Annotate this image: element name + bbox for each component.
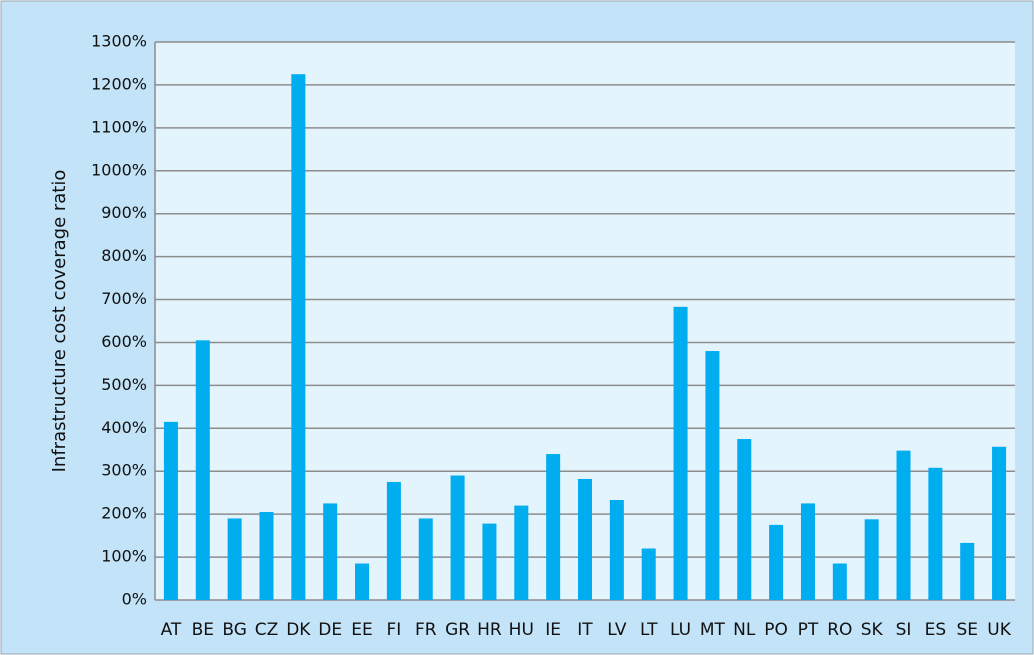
bar bbox=[992, 446, 1007, 600]
x-tick-label: UK bbox=[987, 620, 1011, 640]
x-tick-label: CZ bbox=[255, 620, 279, 640]
bar bbox=[609, 499, 624, 600]
y-tick-label: 400% bbox=[101, 418, 147, 437]
x-tick-label: DE bbox=[318, 620, 342, 640]
x-tick-label: RO bbox=[827, 620, 852, 640]
bar bbox=[450, 475, 465, 600]
bar bbox=[928, 467, 943, 600]
bar bbox=[291, 74, 306, 600]
y-tick-label: 1300% bbox=[91, 32, 147, 51]
bar bbox=[227, 518, 242, 600]
x-tick-label: EE bbox=[351, 620, 372, 640]
bar bbox=[355, 563, 370, 600]
bar bbox=[514, 505, 529, 600]
bar bbox=[577, 478, 593, 600]
bar bbox=[800, 503, 815, 600]
bar bbox=[323, 503, 338, 600]
x-tick-label: SK bbox=[861, 620, 884, 640]
y-tick-label: 0% bbox=[122, 590, 147, 609]
x-tick-label: IT bbox=[577, 620, 593, 640]
bar bbox=[195, 340, 210, 600]
x-tick-label: BG bbox=[222, 620, 247, 640]
bar bbox=[864, 519, 879, 600]
x-tick-label: PO bbox=[764, 620, 788, 640]
y-tick-label: 300% bbox=[101, 461, 147, 480]
x-tick-label: SI bbox=[896, 620, 912, 640]
x-tick-label: FR bbox=[415, 620, 437, 640]
x-tick-label: NL bbox=[733, 620, 756, 640]
bar bbox=[418, 518, 433, 600]
x-tick-label: AT bbox=[161, 620, 182, 640]
bar bbox=[769, 524, 784, 600]
x-tick-label: MT bbox=[700, 620, 726, 640]
x-tick-label: HU bbox=[509, 620, 534, 640]
bar bbox=[737, 439, 752, 600]
y-tick-label: 700% bbox=[101, 289, 147, 308]
x-tick-label: SE bbox=[956, 620, 978, 640]
x-tick-label: GR bbox=[445, 620, 470, 640]
y-tick-label: 900% bbox=[101, 203, 147, 222]
x-tick-label: BE bbox=[192, 620, 214, 640]
y-tick-label: 1200% bbox=[91, 74, 147, 93]
y-tick-label: 100% bbox=[101, 547, 147, 566]
bar bbox=[832, 563, 847, 600]
x-tick-label: FI bbox=[386, 620, 401, 640]
y-tick-label: 1000% bbox=[91, 160, 147, 179]
bar bbox=[673, 306, 688, 600]
bar bbox=[546, 454, 561, 600]
bar bbox=[482, 523, 497, 600]
x-tick-label: ES bbox=[925, 620, 947, 640]
y-tick-label: 1100% bbox=[91, 117, 147, 136]
y-axis-label: Infrastructure cost coverage ratio bbox=[49, 170, 70, 473]
x-tick-label: IE bbox=[545, 620, 561, 640]
y-tick-label: 200% bbox=[101, 504, 147, 523]
bar bbox=[641, 548, 656, 600]
bar bbox=[896, 450, 911, 600]
x-tick-label: LU bbox=[670, 620, 691, 640]
bar bbox=[259, 512, 274, 600]
y-tick-label: 800% bbox=[101, 246, 147, 265]
bar bbox=[705, 351, 720, 600]
y-tick-label: 600% bbox=[101, 332, 147, 351]
x-tick-label: PT bbox=[798, 620, 819, 640]
x-tick-label: LT bbox=[640, 620, 658, 640]
x-tick-label: HR bbox=[477, 620, 502, 640]
bar bbox=[960, 542, 975, 600]
y-tick-label: 500% bbox=[101, 375, 147, 394]
x-tick-label: LV bbox=[607, 620, 627, 640]
bar bbox=[163, 421, 178, 600]
bar bbox=[386, 481, 401, 600]
x-tick-label: DK bbox=[286, 620, 311, 640]
